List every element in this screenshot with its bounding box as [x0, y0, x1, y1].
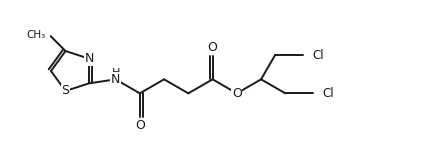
Text: O: O: [135, 119, 145, 132]
Text: CH₃: CH₃: [26, 30, 46, 40]
Text: O: O: [232, 87, 242, 100]
Text: Cl: Cl: [322, 87, 334, 100]
Text: O: O: [208, 41, 218, 54]
Text: N: N: [84, 52, 94, 65]
Text: H: H: [111, 68, 120, 78]
Text: N: N: [111, 73, 120, 86]
Text: Cl: Cl: [312, 49, 324, 62]
Text: S: S: [61, 84, 70, 97]
